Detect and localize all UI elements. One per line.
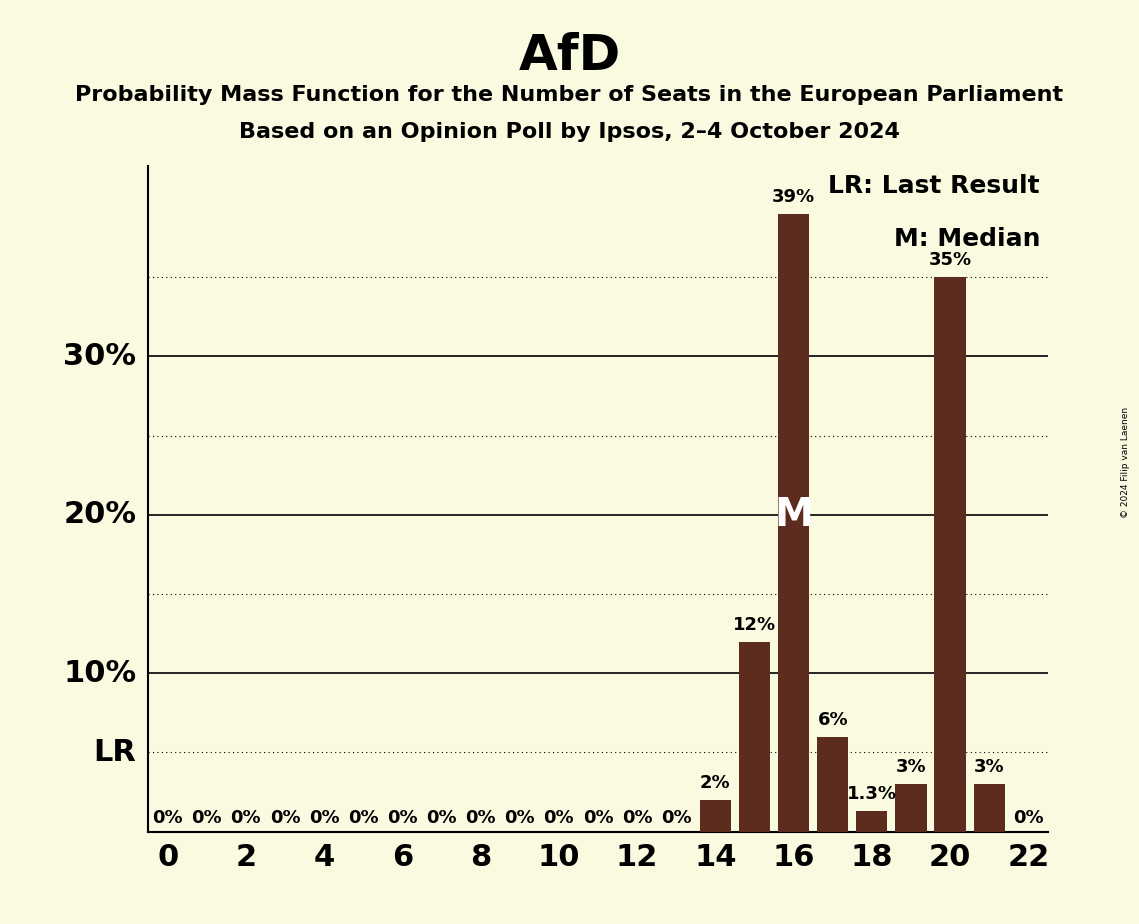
Text: 35%: 35%: [928, 251, 972, 269]
Text: 0%: 0%: [191, 808, 222, 827]
Text: © 2024 Filip van Laenen: © 2024 Filip van Laenen: [1121, 407, 1130, 517]
Text: 3%: 3%: [895, 759, 926, 776]
Text: 0%: 0%: [505, 808, 535, 827]
Bar: [857, 811, 887, 832]
Text: 0%: 0%: [661, 808, 691, 827]
Text: Probability Mass Function for the Number of Seats in the European Parliament: Probability Mass Function for the Number…: [75, 85, 1064, 105]
Bar: [739, 641, 770, 832]
Text: 0%: 0%: [387, 808, 418, 827]
Bar: [699, 800, 731, 832]
Text: 0%: 0%: [622, 808, 653, 827]
Text: 30%: 30%: [64, 342, 137, 371]
Bar: [895, 784, 927, 832]
Text: 20%: 20%: [64, 500, 137, 529]
Text: 0%: 0%: [543, 808, 574, 827]
Bar: [974, 784, 1005, 832]
Text: LR: LR: [93, 738, 137, 767]
Text: 0%: 0%: [230, 808, 261, 827]
Bar: [934, 277, 966, 832]
Text: 12%: 12%: [732, 615, 776, 634]
Text: 1.3%: 1.3%: [846, 785, 896, 803]
Text: 2%: 2%: [700, 774, 730, 792]
Text: LR: Last Result: LR: Last Result: [828, 175, 1040, 199]
Text: Based on an Opinion Poll by Ipsos, 2–4 October 2024: Based on an Opinion Poll by Ipsos, 2–4 O…: [239, 122, 900, 142]
Text: 0%: 0%: [466, 808, 495, 827]
Text: 0%: 0%: [347, 808, 378, 827]
Text: 0%: 0%: [270, 808, 301, 827]
Text: AfD: AfD: [518, 32, 621, 80]
Text: 0%: 0%: [153, 808, 183, 827]
Text: 3%: 3%: [974, 759, 1005, 776]
Text: 0%: 0%: [426, 808, 457, 827]
Text: 0%: 0%: [583, 808, 613, 827]
Bar: [817, 736, 849, 832]
Text: 39%: 39%: [772, 188, 816, 206]
Text: 10%: 10%: [63, 659, 137, 687]
Text: 6%: 6%: [818, 711, 849, 729]
Text: M: M: [775, 496, 813, 534]
Bar: [778, 213, 809, 832]
Text: M: Median: M: Median: [894, 226, 1040, 250]
Text: 0%: 0%: [1013, 808, 1043, 827]
Text: 0%: 0%: [309, 808, 339, 827]
